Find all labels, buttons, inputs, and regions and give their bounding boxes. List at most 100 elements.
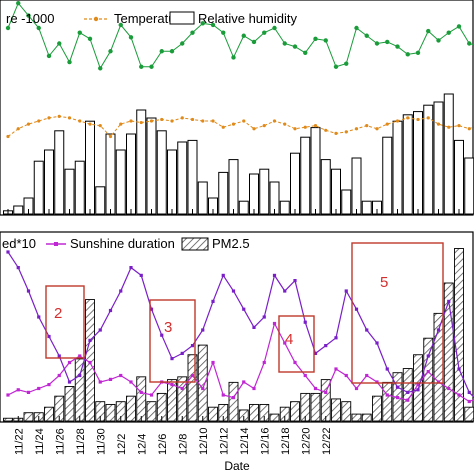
re-1000-point-19 xyxy=(200,21,205,26)
ed-10-point-29 xyxy=(303,320,307,324)
ed-10-point-18 xyxy=(190,344,195,348)
bottom-panel-frame xyxy=(0,231,474,423)
bottom-xtick-label-12: 12/16 xyxy=(259,427,271,455)
top-legend: re -1000 Temperature Relative humidity xyxy=(6,11,297,26)
re-1000-point-34 xyxy=(354,25,359,31)
sunshine-duration-line xyxy=(7,321,474,403)
ed-10-point-20 xyxy=(211,299,215,303)
humidity-bar-22 xyxy=(228,159,239,215)
re-1000-point-17 xyxy=(180,41,185,46)
re-1000-point-29 xyxy=(303,50,308,55)
bottom-xtick-label-15: 12/22 xyxy=(321,427,333,455)
temperature-point-41 xyxy=(426,116,430,120)
humidity-bar-21 xyxy=(218,171,229,215)
sunshine-duration-point-7 xyxy=(78,354,82,358)
temperature-point-20 xyxy=(211,119,215,123)
ed-10-point-27 xyxy=(283,289,287,293)
re-1000-point-24 xyxy=(251,39,257,45)
humidity-bar-4 xyxy=(44,149,54,215)
sunshine-duration-point-41 xyxy=(426,370,430,374)
re-1000-point-42 xyxy=(436,38,441,43)
sunshine-duration-point-8 xyxy=(88,360,92,365)
pm-bar-24 xyxy=(249,403,259,422)
ed-10-point-7 xyxy=(78,373,82,378)
humidity-bar-41 xyxy=(423,104,434,215)
ed-10-point-11 xyxy=(119,289,123,293)
legend-label-temperature: Temperature xyxy=(114,11,187,26)
temperature-point-31 xyxy=(324,128,328,132)
ed-10-point-16 xyxy=(170,357,174,361)
ed-10-point-1 xyxy=(16,266,20,270)
ed-10-point-22 xyxy=(231,289,236,293)
temperature-point-23 xyxy=(242,119,246,123)
top-panel-frame xyxy=(0,0,474,216)
sunshine-duration-point-20 xyxy=(211,360,215,365)
sunshine-duration-point-29 xyxy=(303,373,307,378)
legend-sunshine-marker xyxy=(54,242,58,246)
sunshine-duration-point-32 xyxy=(334,367,338,371)
sunshine-duration-point-40 xyxy=(416,383,420,387)
re-1000-point-43 xyxy=(446,30,451,35)
re-1000-point-20 xyxy=(210,22,216,28)
ed-10-point-24 xyxy=(252,325,256,329)
pm-bar-18 xyxy=(187,354,198,422)
pm-bar-22 xyxy=(228,381,239,422)
ed-10-point-0 xyxy=(6,250,10,254)
humidity-bar-23 xyxy=(238,200,249,215)
re-1000-point-9 xyxy=(98,66,103,71)
ed-10-point-17 xyxy=(180,351,184,355)
humidity-bar-12 xyxy=(126,133,136,215)
humidity-bar-5 xyxy=(54,130,65,215)
sunshine-duration-point-28 xyxy=(293,360,297,365)
sunshine-duration-point-19 xyxy=(201,386,205,391)
re-1000-point-25 xyxy=(262,30,267,35)
ed-10-point-37 xyxy=(385,367,389,371)
ed-10-point-8 xyxy=(88,338,92,342)
bottom-xtick-label-3: 11/28 xyxy=(75,428,87,455)
sunshine-duration-point-39 xyxy=(406,398,410,402)
re-1000-point-5 xyxy=(57,41,62,46)
humidity-bar-44 xyxy=(454,139,464,215)
ed-10-point-35 xyxy=(365,328,369,332)
bottom-xtick-label-11: 12/14 xyxy=(239,427,251,455)
humidity-bar-10 xyxy=(105,133,116,215)
sunshine-duration-point-35 xyxy=(365,373,369,378)
re-1000-point-15 xyxy=(159,49,164,54)
temperature-point-11 xyxy=(119,122,123,126)
legend-temperature-marker xyxy=(93,16,99,22)
bottom-xtick-labels: 11/22 11/24 11/26 11/28 11/30 12/2 12/4 12/6 12/… xyxy=(13,427,333,455)
ed-10-point-5 xyxy=(57,354,61,358)
temperature-point-18 xyxy=(190,117,195,122)
re-1000-point-18 xyxy=(190,30,195,35)
bottom-xtick-label-1: 11/24 xyxy=(34,428,46,455)
legend-humidity-swatch xyxy=(169,11,195,25)
sunshine-duration-point-44 xyxy=(457,393,461,397)
re-1000-point-37 xyxy=(385,39,390,45)
pm-bar-30 xyxy=(310,392,321,422)
re-1000-point-8 xyxy=(87,36,93,42)
temperature-point-36 xyxy=(375,127,379,131)
re-1000-point-39 xyxy=(405,52,410,57)
temperature-point-45 xyxy=(467,127,471,131)
top-lines xyxy=(5,0,474,139)
humidity-bar-16 xyxy=(167,149,177,215)
re-1000-point-36 xyxy=(374,41,380,46)
pm-bar-13 xyxy=(136,376,147,422)
ed-10-point-36 xyxy=(375,341,379,345)
sunshine-duration-point-26 xyxy=(272,321,277,326)
bottom-xtick-label-8: 12/8 xyxy=(177,434,189,455)
sunshine-duration-point-6 xyxy=(67,360,72,365)
ed-10-point-2 xyxy=(26,289,31,293)
pm-bar-12 xyxy=(126,395,136,422)
sunshine-duration-point-1 xyxy=(16,388,20,392)
ed-10-point-39 xyxy=(406,390,410,394)
re-1000-point-30 xyxy=(313,36,318,42)
bottom-xtick-label-13: 12/18 xyxy=(280,427,292,455)
humidity-bar-27 xyxy=(279,200,290,215)
sunshine-duration-point-21 xyxy=(221,393,225,397)
temperature-point-17 xyxy=(180,116,184,120)
sunshine-duration-point-3 xyxy=(37,386,41,391)
legend-label-pm: PM2.5 xyxy=(212,236,250,251)
re-1000-point-27 xyxy=(282,41,287,46)
temperature-point-15 xyxy=(160,117,164,122)
